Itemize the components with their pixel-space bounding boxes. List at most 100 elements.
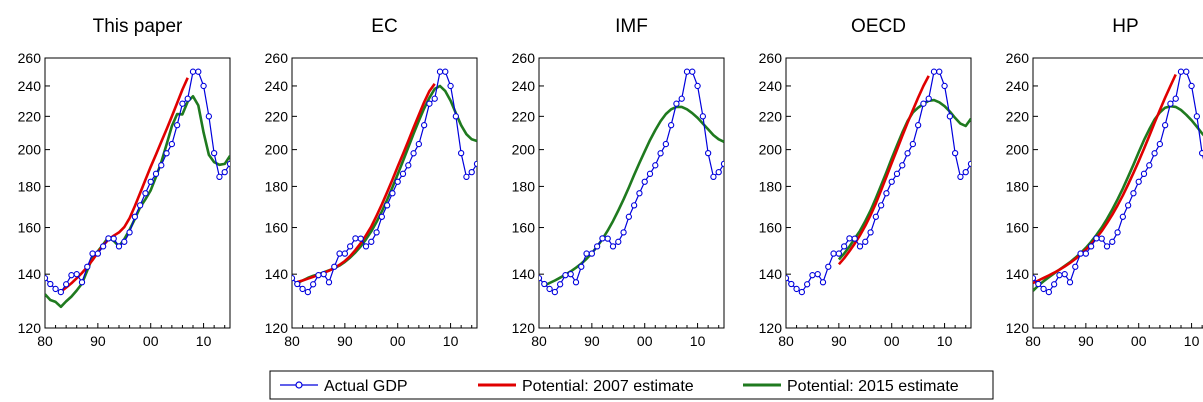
data-point [341, 250, 349, 257]
data-point [457, 149, 465, 157]
data-point [294, 280, 301, 288]
data-point [851, 235, 858, 242]
data-point [1087, 243, 1095, 250]
y-tick-label: 200 [1006, 142, 1030, 158]
data-point [541, 280, 548, 288]
data-point [893, 170, 901, 177]
data-point [1109, 238, 1116, 245]
data-point [189, 68, 197, 75]
panel-title: EC [371, 16, 397, 37]
data-point [683, 68, 691, 75]
y-tick-label: 240 [18, 78, 42, 94]
data-point [814, 271, 821, 278]
series-line-actual [1033, 71, 1203, 293]
y-tick-label: 140 [512, 266, 536, 282]
data-point [662, 140, 670, 148]
data-point [1098, 235, 1105, 242]
data-point [362, 243, 370, 250]
panel-title: IMF [615, 16, 648, 37]
data-point [163, 150, 170, 157]
y-tick-label: 120 [265, 320, 289, 336]
x-tick-label: 10 [690, 333, 706, 349]
data-point [689, 68, 696, 75]
data-point [1198, 149, 1203, 157]
y-tick-label: 180 [759, 178, 783, 194]
data-point [1177, 68, 1185, 75]
x-tick-label: 00 [390, 333, 406, 349]
data-point [115, 243, 123, 250]
data-point [184, 95, 191, 102]
x-tick-label: 90 [337, 333, 353, 349]
data-point [84, 263, 91, 270]
data-point [930, 68, 938, 75]
data-point [704, 149, 712, 157]
data-point [78, 279, 86, 286]
legend-marker-actual [295, 381, 303, 389]
data-point [195, 68, 202, 75]
data-point [73, 271, 80, 278]
data-point [1061, 271, 1068, 278]
data-point [710, 173, 717, 180]
data-point [147, 178, 154, 185]
data-point [389, 190, 396, 197]
series-line-est2007 [296, 83, 436, 284]
data-point [699, 113, 707, 120]
data-point [636, 190, 643, 197]
x-tick-label: 90 [584, 333, 600, 349]
series-line-est2007 [1033, 73, 1177, 285]
data-point [556, 281, 564, 288]
data-point [819, 279, 827, 286]
data-point [1033, 275, 1037, 282]
data-point [1151, 150, 1158, 157]
data-point [205, 113, 213, 120]
data-point [1082, 250, 1090, 257]
y-tick-label: 160 [1006, 220, 1030, 236]
data-point [909, 140, 917, 148]
x-tick-label: 00 [637, 333, 653, 349]
data-point [431, 95, 438, 102]
x-tick-label: 10 [196, 333, 212, 349]
data-point [336, 250, 343, 257]
data-point [899, 162, 906, 169]
legend: Actual GDP Potential: 2007 estimate Pote… [269, 370, 994, 400]
plot-area [45, 68, 230, 309]
data-point [678, 95, 685, 102]
data-point [410, 150, 417, 157]
data-point [426, 100, 433, 107]
plot-area [292, 68, 477, 296]
data-point [957, 173, 964, 180]
data-point [45, 275, 49, 282]
x-tick-label: 90 [90, 333, 106, 349]
plot-frame [44, 57, 231, 329]
data-point [405, 162, 412, 169]
data-point [615, 238, 622, 245]
data-point [546, 285, 553, 293]
y-tick-label: 140 [265, 266, 289, 282]
data-point [667, 122, 675, 129]
y-tick-label: 140 [1006, 266, 1030, 282]
series-line-est2015 [543, 105, 724, 287]
data-point [292, 275, 296, 282]
data-point [378, 213, 386, 220]
y-tick-label: 260 [759, 50, 783, 66]
y-tick-label: 260 [512, 50, 536, 66]
y-tick-label: 240 [1006, 78, 1030, 94]
panel-title: This paper [93, 16, 183, 37]
data-point [399, 170, 407, 177]
x-tick-label: 00 [143, 333, 159, 349]
data-point [967, 160, 971, 168]
data-point [1193, 113, 1201, 120]
y-tick-label: 220 [18, 108, 42, 124]
y-tick-label: 220 [265, 108, 289, 124]
y-tick-label: 240 [265, 78, 289, 94]
x-tick-label: 80 [1025, 333, 1041, 349]
data-point [121, 238, 128, 245]
y-tick-label: 260 [1006, 50, 1030, 66]
data-point [152, 170, 160, 177]
y-tick-label: 200 [265, 142, 289, 158]
data-point [840, 243, 848, 250]
data-point [99, 243, 107, 250]
data-point [131, 213, 139, 220]
data-point [846, 235, 853, 242]
